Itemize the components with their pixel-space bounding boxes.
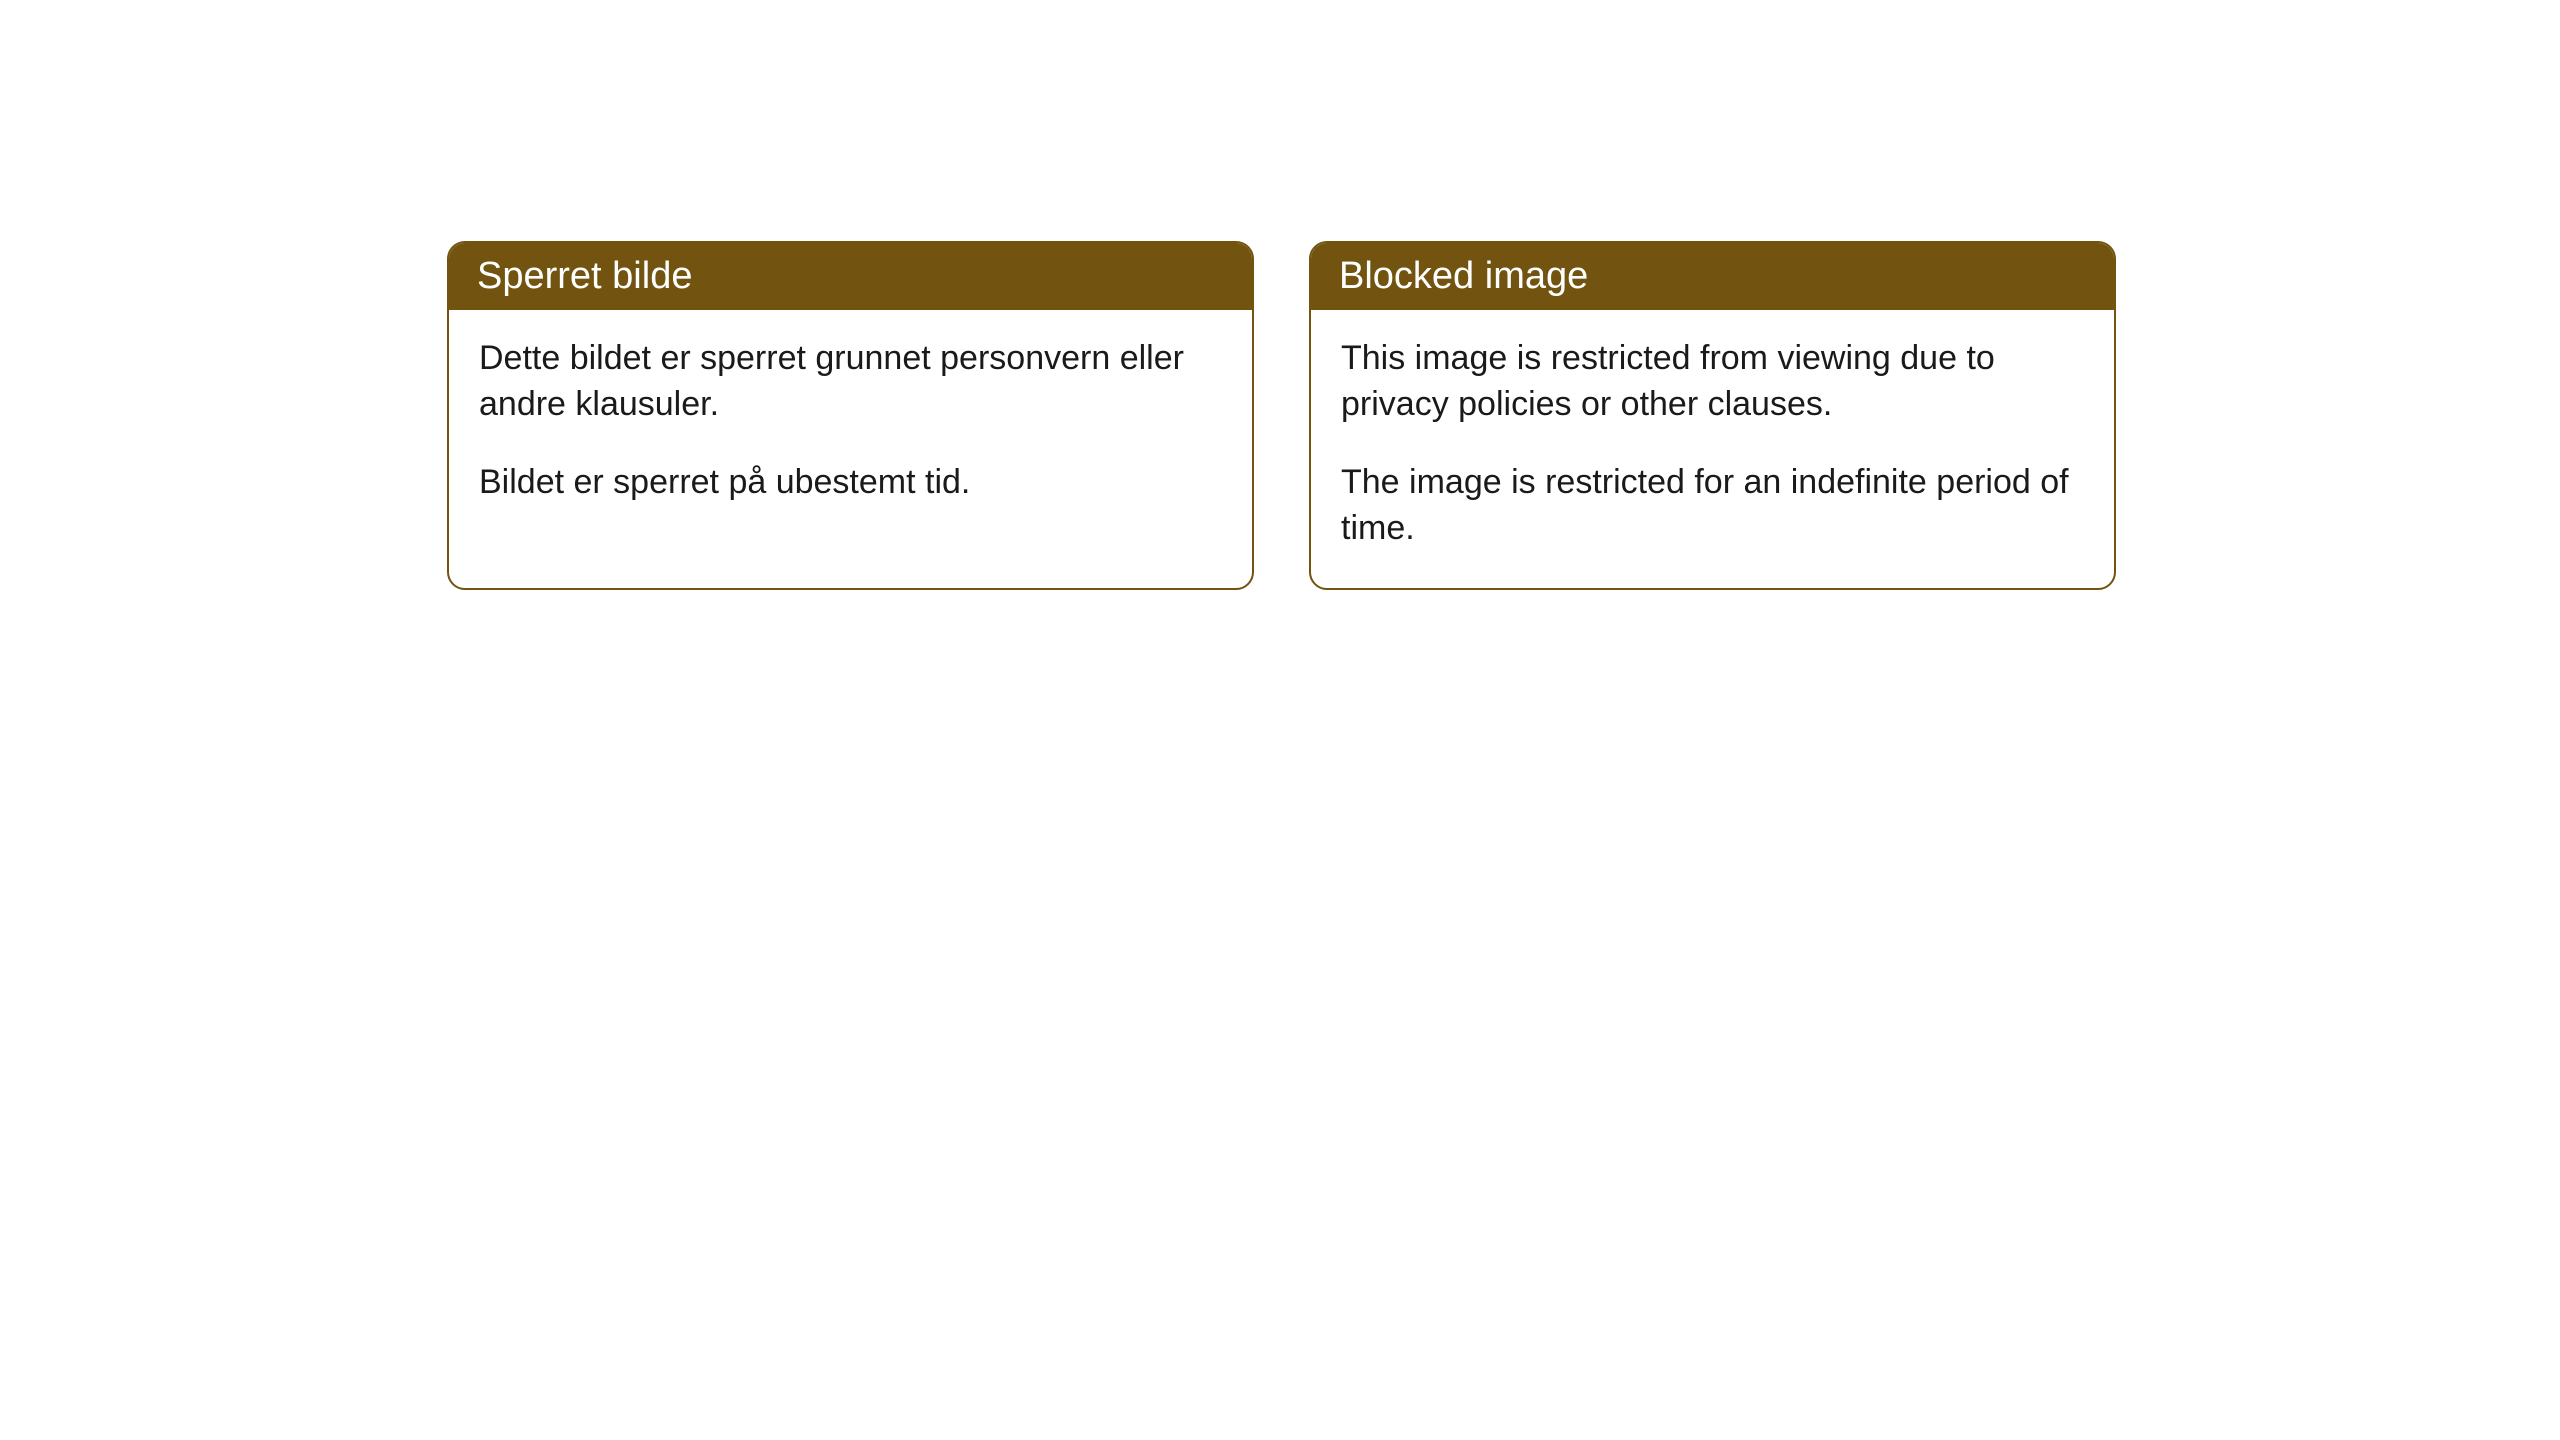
blocked-image-card-no: Sperret bilde Dette bildet er sperret gr… [447,241,1254,590]
card-paragraph: Dette bildet er sperret grunnet personve… [479,336,1222,428]
card-header-no: Sperret bilde [449,243,1252,310]
blocked-image-card-en: Blocked image This image is restricted f… [1309,241,2116,590]
card-header-en: Blocked image [1311,243,2114,310]
card-paragraph: The image is restricted for an indefinit… [1341,460,2084,552]
card-body-en: This image is restricted from viewing du… [1311,310,2114,588]
card-paragraph: Bildet er sperret på ubestemt tid. [479,460,1222,506]
card-body-no: Dette bildet er sperret grunnet personve… [449,310,1252,542]
notice-cards-container: Sperret bilde Dette bildet er sperret gr… [447,241,2116,590]
card-paragraph: This image is restricted from viewing du… [1341,336,2084,428]
